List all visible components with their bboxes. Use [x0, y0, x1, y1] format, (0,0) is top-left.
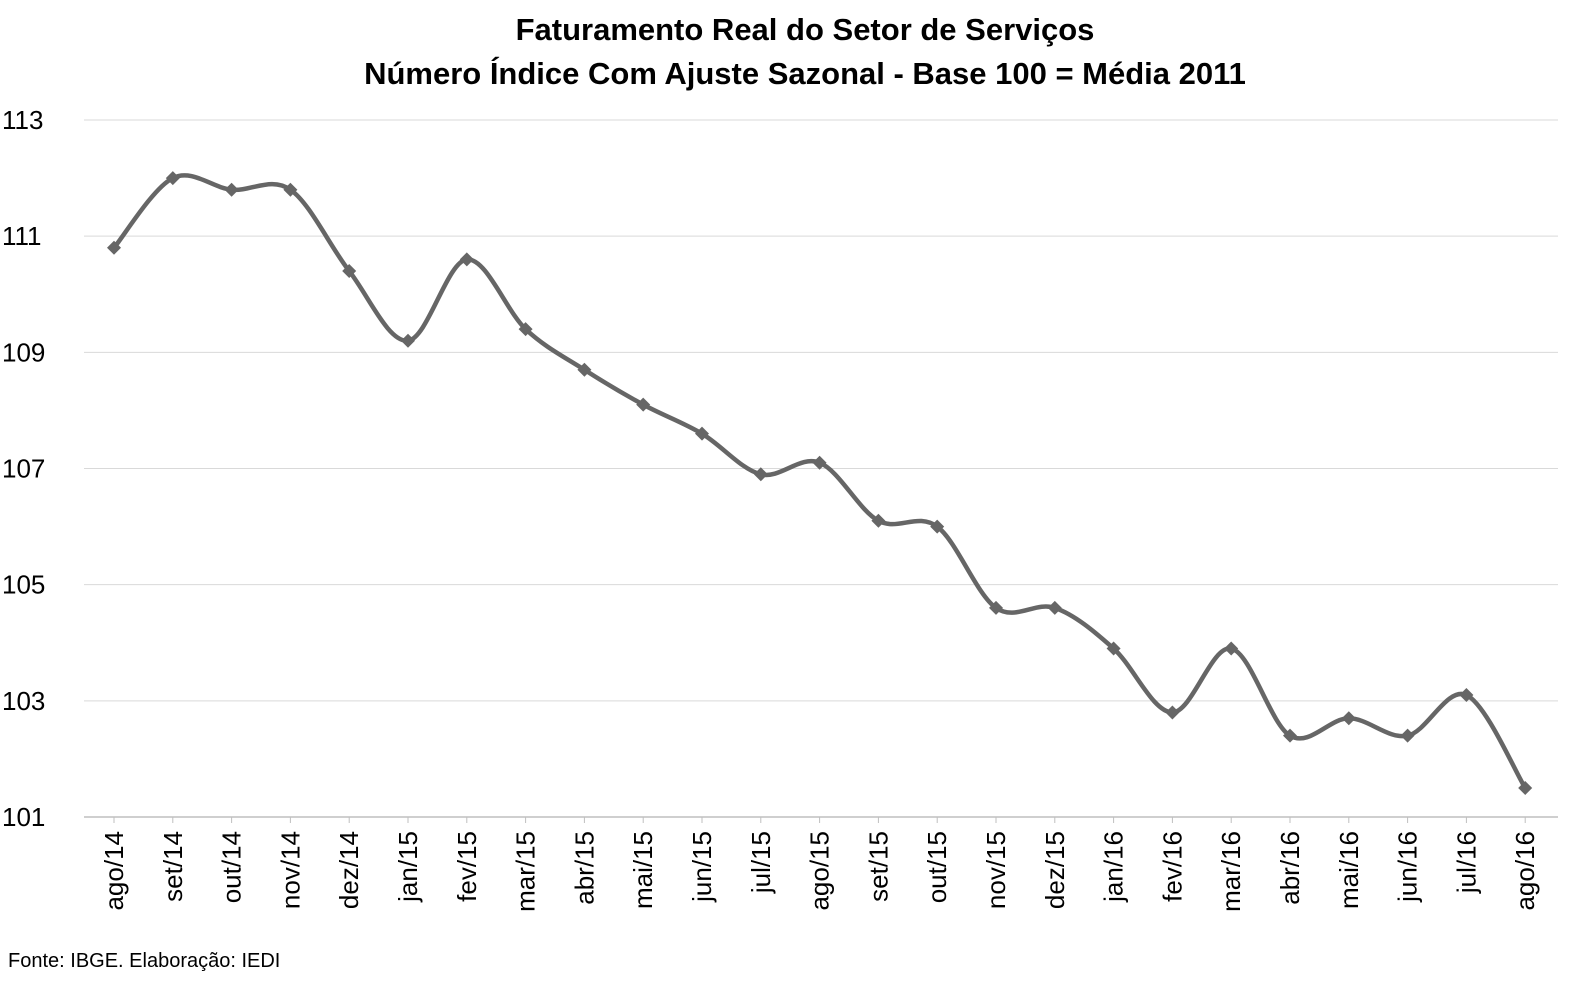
x-tick-label: mai/16 [1334, 831, 1364, 909]
x-tick-label: nov/14 [275, 831, 305, 909]
data-point [1165, 705, 1180, 720]
data-point [224, 182, 239, 197]
data-point [753, 467, 768, 482]
x-tick-label: mar/15 [511, 831, 541, 912]
data-point [1106, 641, 1121, 656]
y-tick-label: 105 [2, 570, 45, 600]
x-tick-label: jun/16 [1393, 831, 1423, 903]
y-tick-label: 103 [2, 686, 45, 716]
source-note: Fonte: IBGE. Elaboração: IEDI [8, 950, 281, 972]
x-tick-label: ago/15 [805, 831, 835, 911]
data-point [165, 171, 180, 186]
data-point [283, 182, 298, 197]
data-point [695, 426, 709, 441]
chart-subtitle: Número Índice Com Ajuste Sazonal - Base … [364, 56, 1246, 91]
data-point [1518, 780, 1533, 795]
data-point [1047, 600, 1062, 615]
data-point [989, 600, 1003, 615]
y-tick-label: 109 [2, 337, 45, 367]
x-tick-label: jan/16 [1099, 831, 1129, 903]
x-tick-label: mai/15 [628, 831, 658, 909]
data-point [1459, 688, 1474, 703]
data-point [1341, 711, 1356, 726]
data-point [577, 362, 592, 377]
series-layer [107, 171, 1533, 795]
data-point [1224, 641, 1239, 656]
y-tick-label: 101 [2, 802, 45, 832]
chart-title: Faturamento Real do Setor de Serviços [515, 12, 1095, 47]
x-tick-label: jul/16 [1451, 831, 1481, 894]
x-axis: ago/14 set/14 out/14 nov/14 dez/14 jan/15 fev/… [99, 817, 1540, 912]
x-tick-label: fev/16 [1157, 831, 1187, 902]
x-tick-label: abr/16 [1275, 831, 1305, 905]
y-axis: 101 103 105 107 109 111 113 [2, 105, 45, 832]
x-tick-label: abr/15 [569, 831, 599, 905]
gridlines [84, 119, 1558, 818]
x-tick-label: set/14 [158, 831, 188, 902]
data-point [1400, 728, 1415, 743]
x-tick-label: jun/15 [687, 831, 717, 903]
x-tick-label: out/15 [922, 831, 952, 903]
data-point [459, 252, 474, 267]
data-point [812, 455, 827, 470]
x-tick-label: mar/16 [1216, 831, 1246, 912]
data-point [401, 333, 415, 348]
x-tick-label: jan/15 [393, 831, 423, 903]
x-tick-label: fev/15 [452, 831, 482, 902]
chart-title-block: Faturamento Real do Setor de Serviços Nú… [0, 8, 1583, 96]
x-tick-label: dez/15 [1040, 831, 1070, 909]
data-point [636, 397, 651, 412]
series-line [111, 173, 1528, 791]
x-tick-label: nov/15 [981, 831, 1011, 909]
y-tick-label: 113 [2, 105, 43, 135]
data-point [1283, 728, 1297, 743]
data-point [342, 264, 357, 279]
x-tick-label: dez/14 [334, 831, 364, 909]
data-point [871, 513, 886, 528]
data-point [518, 322, 533, 337]
data-point [107, 240, 121, 255]
x-tick-label: out/14 [217, 831, 247, 903]
y-tick-label: 111 [2, 221, 42, 251]
x-tick-label: ago/16 [1510, 831, 1540, 911]
data-point [930, 519, 945, 534]
y-tick-label: 107 [2, 454, 45, 484]
x-tick-label: set/15 [863, 831, 893, 902]
x-tick-label: ago/14 [99, 831, 129, 911]
x-tick-label: jul/15 [746, 831, 776, 894]
